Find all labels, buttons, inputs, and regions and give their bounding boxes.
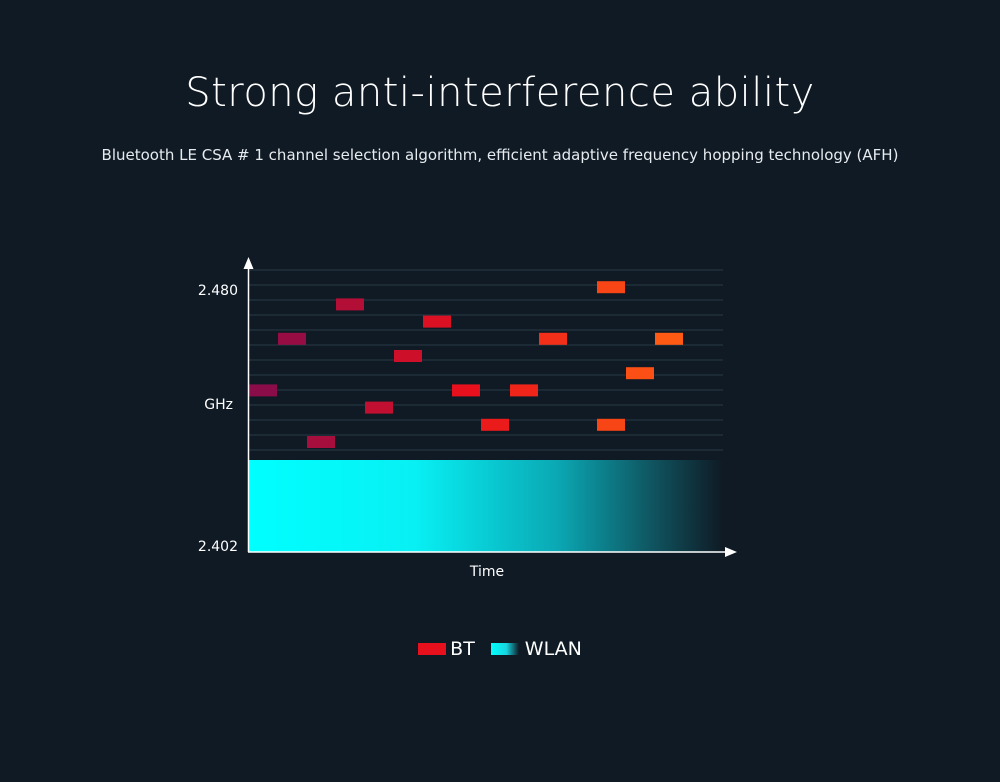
y-unit-label: GHz (204, 397, 233, 413)
bt-hop-block (452, 384, 480, 397)
bt-hop-block (597, 281, 625, 294)
wlan-swatch (490, 643, 519, 655)
bt-hop-block (278, 332, 306, 345)
legend: BT WLAN (0, 638, 1000, 660)
bt-hop-block (423, 315, 451, 328)
bt-hop-block (394, 350, 422, 362)
bt-hop-block (336, 298, 364, 311)
x-axis-label: Time (469, 564, 504, 580)
legend-bt: BT (418, 638, 475, 660)
bt-hop-block (626, 367, 654, 380)
bt-hop-block (539, 332, 567, 345)
bt-hop-block (481, 418, 509, 431)
y-axis-arrow (243, 257, 254, 269)
y-top-label: 2.480 (198, 283, 238, 299)
legend-wlan-label: WLAN (524, 638, 582, 660)
bt-hop-block (365, 401, 393, 414)
bt-hops (249, 281, 683, 448)
legend-wlan: WLAN (475, 638, 582, 660)
bt-hop-block (249, 384, 277, 397)
y-bottom-label: 2.402 (198, 539, 238, 555)
page-subtitle: Bluetooth LE CSA # 1 channel selection a… (101, 146, 899, 164)
bt-swatch (418, 643, 447, 655)
bt-hop-block (307, 436, 335, 448)
page-title: Strong anti-interference ability (185, 70, 815, 116)
legend-bt-label: BT (450, 638, 475, 660)
bt-hop-block (510, 384, 538, 397)
bt-hop-block (597, 418, 625, 431)
bt-hop-block (655, 332, 683, 345)
x-axis-arrow (725, 547, 737, 557)
wlan-band (249, 460, 723, 552)
